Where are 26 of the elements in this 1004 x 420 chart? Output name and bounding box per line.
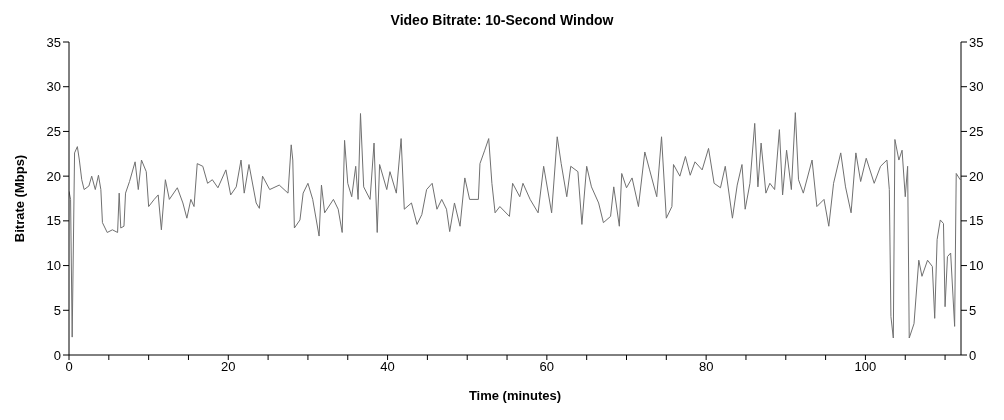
y-tick-label: 15 — [46, 213, 61, 229]
y-tick-label: 0 — [53, 347, 61, 363]
x-tick-label: 100 — [854, 359, 877, 375]
x-tick-label: 80 — [698, 359, 714, 375]
y-tick-label: 20 — [46, 168, 61, 184]
x-tick-label: 20 — [221, 359, 236, 375]
line-series — [69, 112, 961, 339]
y2-tick-label: 10 — [969, 258, 984, 274]
y-tick-label: 30 — [46, 79, 61, 95]
y-axis-title: Bitrate (Mbps) — [11, 154, 27, 243]
y2-tick-label: 35 — [969, 34, 984, 50]
x-axis-title: Time (minutes) — [468, 388, 562, 403]
y2-tick-label: 30 — [969, 79, 984, 95]
y2-tick-label: 20 — [969, 168, 984, 184]
x-tick-label: 0 — [65, 359, 73, 375]
y-tick-label: 10 — [46, 258, 61, 274]
y-tick-label: 25 — [46, 124, 61, 140]
y2-tick-label: 0 — [969, 347, 977, 363]
x-tick-label: 40 — [380, 359, 395, 375]
y2-tick-label: 5 — [969, 302, 977, 318]
y2-tick-label: 15 — [969, 213, 984, 229]
y-tick-label: 35 — [46, 34, 61, 50]
y2-tick-label: 25 — [969, 124, 984, 140]
chart-title: Video Bitrate: 10-Second Window — [389, 12, 615, 28]
y-tick-label: 5 — [53, 302, 61, 318]
x-tick-label: 60 — [539, 359, 555, 375]
